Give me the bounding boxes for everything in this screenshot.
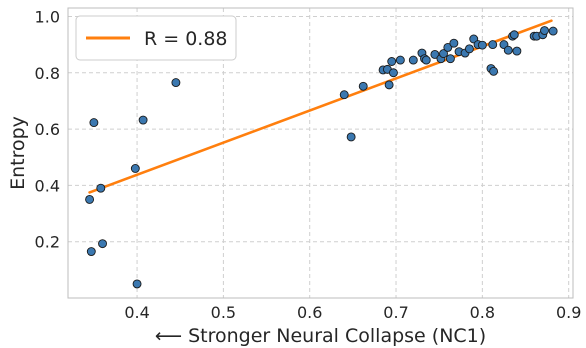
fit-line — [88, 19, 553, 194]
data-point — [395, 55, 405, 65]
y-tick-label: 0.2 — [35, 233, 60, 252]
data-point — [96, 183, 106, 193]
data-point — [89, 118, 99, 128]
data-point — [358, 81, 368, 91]
data-point — [85, 195, 95, 204]
data-point — [408, 55, 418, 65]
data-point — [509, 30, 519, 40]
data-point — [488, 40, 498, 50]
data-point — [449, 38, 459, 48]
data-point — [540, 26, 549, 35]
data-point — [346, 132, 356, 142]
x-tick-label: 0.6 — [297, 303, 322, 322]
data-point — [138, 115, 148, 125]
legend-box — [75, 15, 237, 61]
x-tick-label: 0.7 — [383, 303, 408, 322]
data-point — [489, 66, 499, 76]
data-point — [130, 164, 140, 173]
y-axis-label: Entropy — [7, 116, 29, 190]
legend-label-fit-line: R = 0.88 — [144, 28, 228, 50]
data-point — [132, 279, 142, 289]
data-point — [384, 80, 394, 90]
data-point — [445, 54, 455, 64]
y-tick-label: 0.4 — [35, 176, 60, 195]
fit-line-group — [88, 19, 553, 194]
data-point — [387, 57, 397, 66]
data-point — [171, 78, 181, 88]
y-tick-label: 0.8 — [35, 64, 60, 83]
data-point — [86, 247, 96, 256]
data-point — [512, 46, 522, 56]
legend: R = 0.88 — [75, 15, 237, 61]
data-point — [388, 68, 398, 78]
x-axis-label: ⟵ Stronger Neural Collapse (NC1) — [155, 325, 486, 347]
plot-frame — [67, 7, 574, 299]
data-point — [548, 26, 558, 36]
data-point — [477, 40, 487, 50]
x-tick-label: 0.8 — [470, 303, 495, 322]
data-point — [464, 44, 474, 54]
data-point — [339, 90, 349, 100]
data-point — [421, 55, 431, 65]
x-tick-label: 0.9 — [556, 303, 581, 322]
data-point — [439, 49, 448, 59]
x-tick-labels: 0.4 0.5 0.6 0.7 0.8 0.9 — [124, 303, 581, 322]
points-group — [85, 26, 558, 289]
data-point — [443, 42, 453, 52]
data-point — [430, 50, 440, 59]
y-tick-label: 1.0 — [35, 7, 60, 26]
data-point — [503, 45, 513, 55]
y-tick-labels: 0.2 0.4 0.6 0.8 1.0 — [35, 7, 60, 251]
x-tick-label: 0.4 — [124, 303, 149, 322]
data-point — [98, 239, 107, 249]
x-tick-label: 0.5 — [211, 303, 236, 322]
y-tick-label: 0.6 — [35, 120, 60, 139]
